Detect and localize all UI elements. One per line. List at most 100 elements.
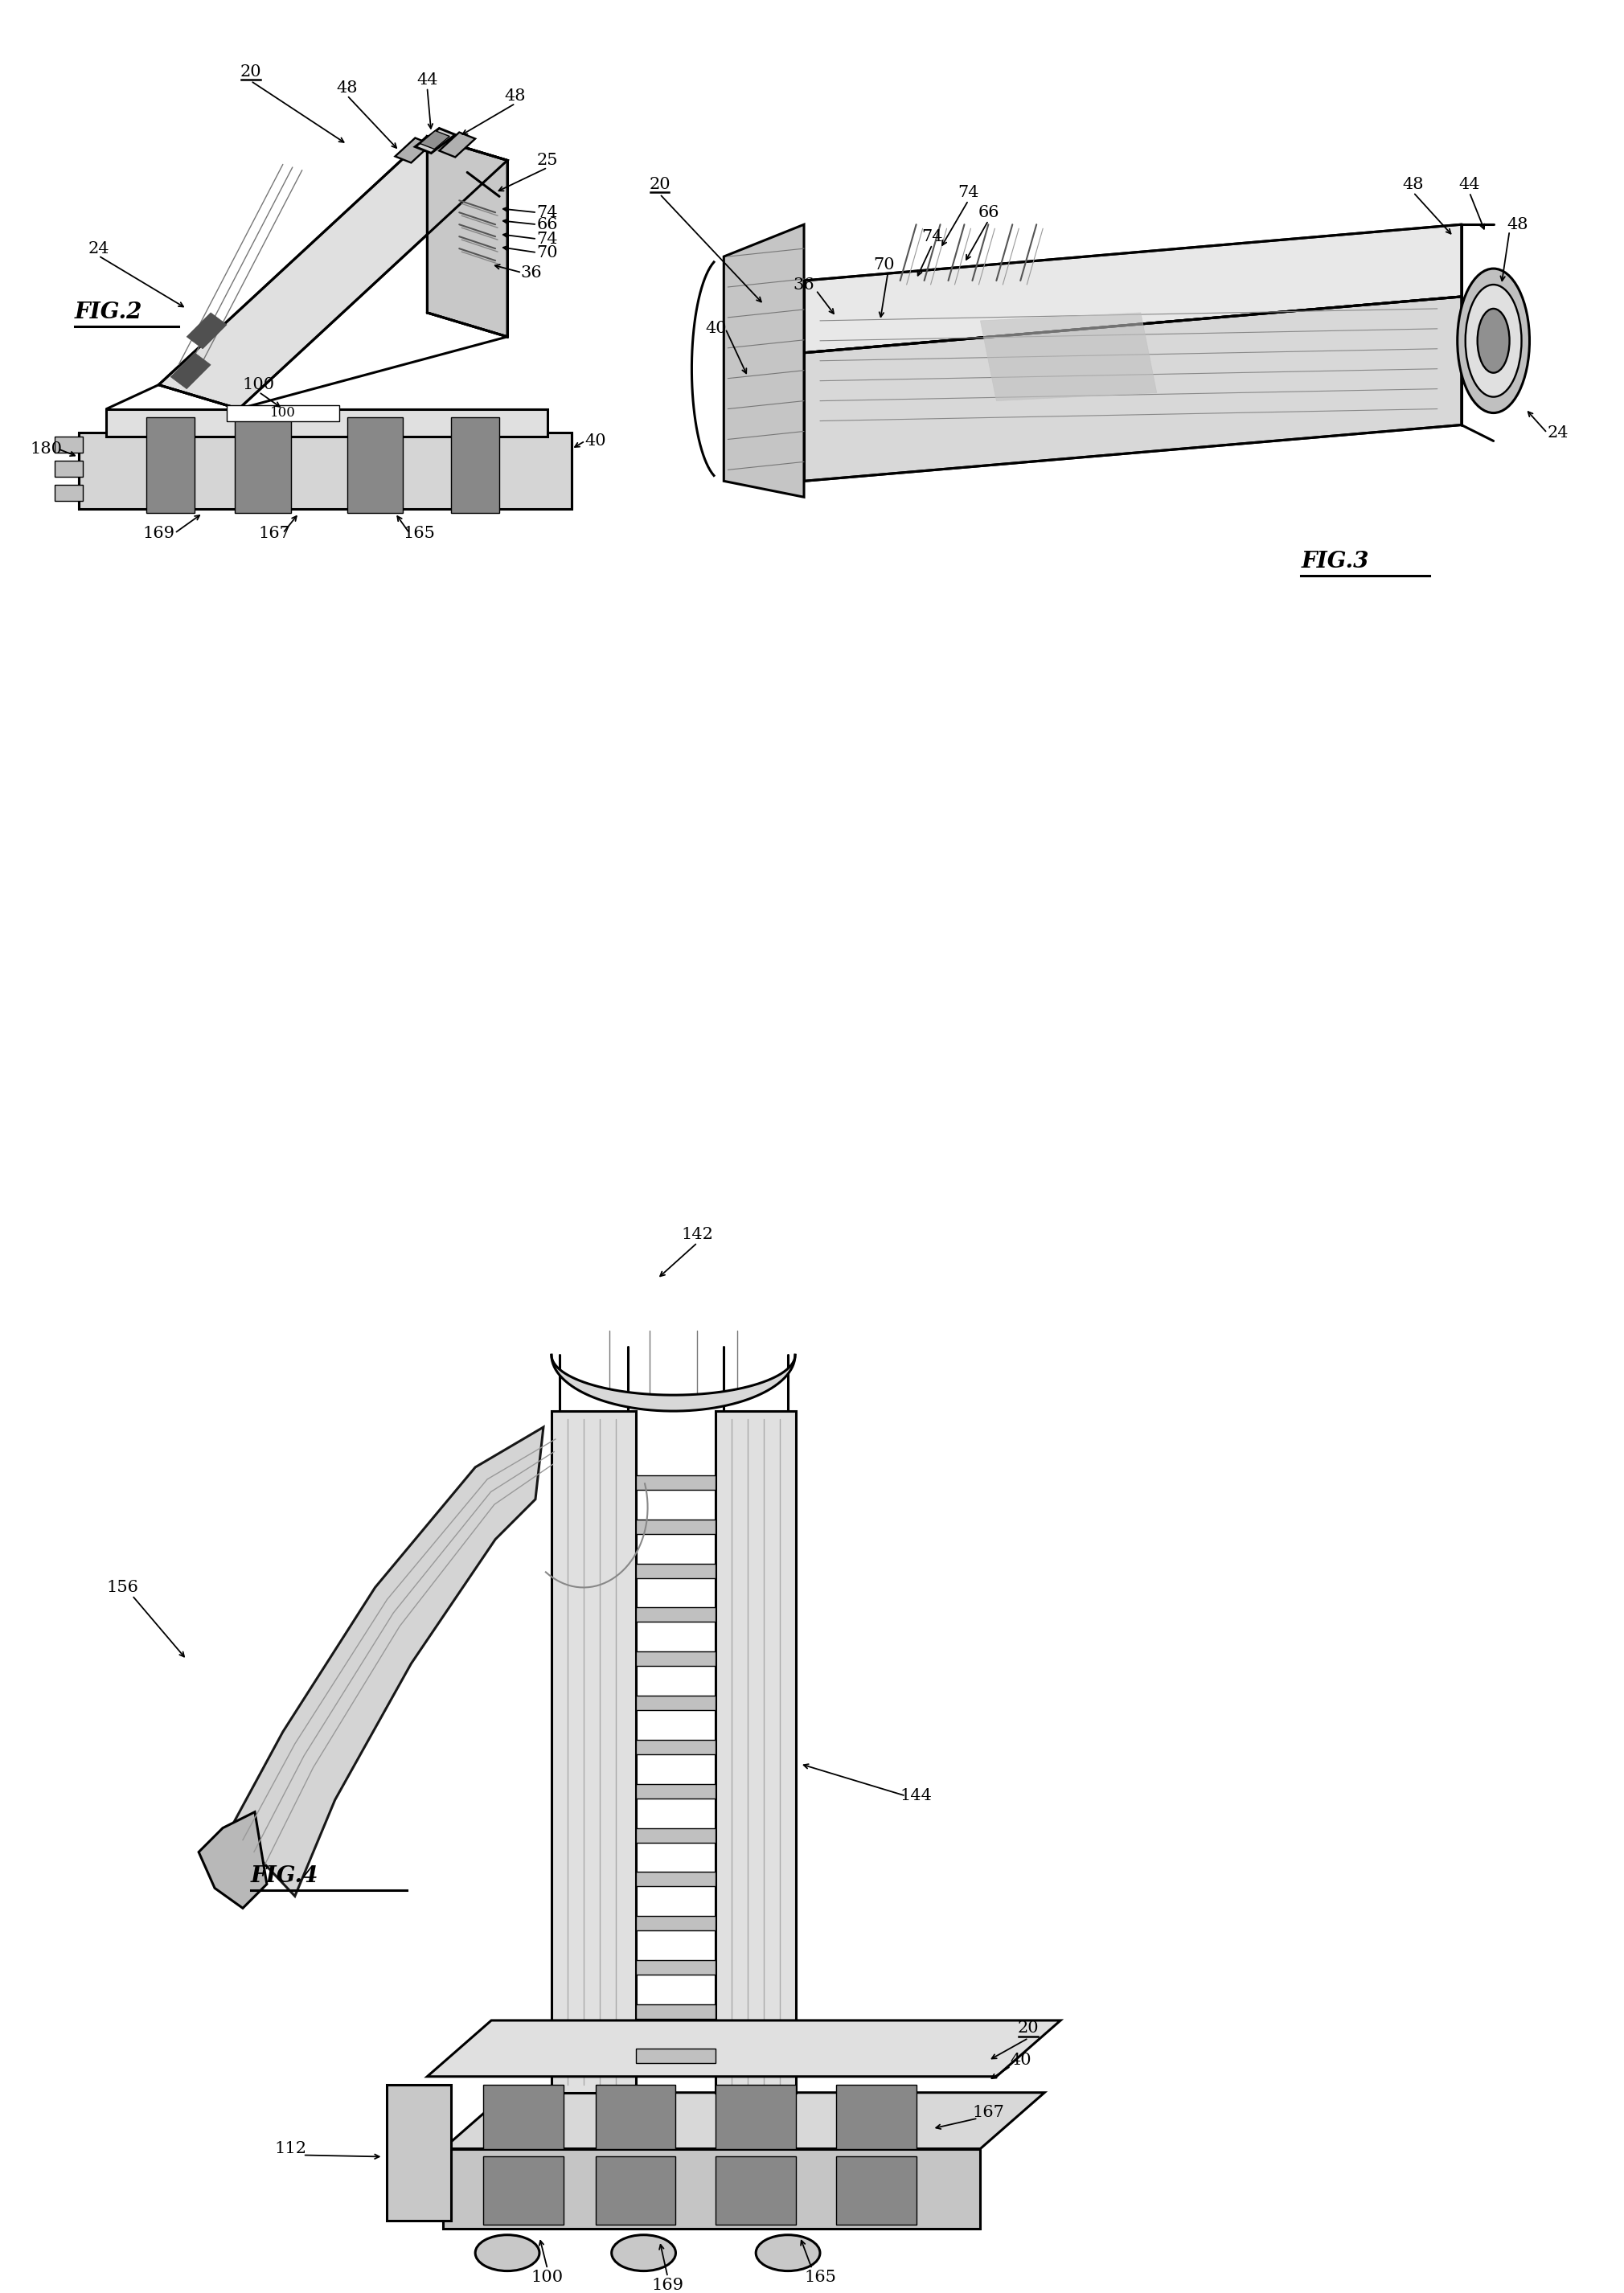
Polygon shape	[804, 296, 1462, 482]
Polygon shape	[724, 225, 804, 498]
Polygon shape	[187, 312, 227, 349]
Polygon shape	[552, 1410, 635, 2094]
Polygon shape	[198, 1811, 266, 1908]
Polygon shape	[54, 461, 83, 477]
Text: 24: 24	[88, 241, 109, 257]
Text: 20: 20	[240, 64, 261, 80]
Polygon shape	[484, 2084, 564, 2149]
Polygon shape	[596, 2084, 676, 2149]
Polygon shape	[716, 1410, 796, 2094]
Text: 70: 70	[874, 257, 895, 273]
Polygon shape	[421, 131, 450, 149]
Polygon shape	[387, 2084, 451, 2222]
Polygon shape	[635, 1828, 716, 1844]
Polygon shape	[981, 312, 1156, 401]
Polygon shape	[235, 417, 291, 514]
Polygon shape	[716, 2158, 796, 2224]
Text: 74: 74	[921, 229, 944, 243]
Text: 100: 100	[242, 378, 274, 392]
Text: 142: 142	[682, 1227, 713, 1243]
Polygon shape	[635, 1961, 716, 1974]
Text: 70: 70	[536, 245, 559, 259]
Polygon shape	[443, 2149, 981, 2229]
Text: 44: 44	[416, 73, 438, 87]
Polygon shape	[552, 1355, 796, 1410]
Text: 165: 165	[403, 525, 435, 541]
Text: 167: 167	[258, 525, 291, 541]
Polygon shape	[596, 2158, 676, 2224]
Polygon shape	[107, 408, 547, 438]
Text: 156: 156	[107, 1580, 138, 1596]
Text: 36: 36	[793, 277, 815, 291]
Text: 66: 66	[538, 218, 559, 232]
Polygon shape	[171, 353, 211, 390]
Polygon shape	[348, 417, 403, 514]
Polygon shape	[227, 406, 339, 422]
Text: 74: 74	[538, 204, 559, 220]
Polygon shape	[635, 1564, 716, 1578]
Text: 44: 44	[1458, 177, 1479, 193]
Text: FIG.4: FIG.4	[250, 1864, 318, 1887]
Ellipse shape	[755, 2236, 820, 2270]
Ellipse shape	[1465, 284, 1522, 397]
Text: 20: 20	[650, 177, 671, 193]
Text: 165: 165	[804, 2270, 836, 2284]
Polygon shape	[231, 1426, 544, 1896]
Text: 74: 74	[538, 232, 559, 248]
Polygon shape	[443, 2094, 1044, 2149]
Text: 112: 112	[274, 2142, 307, 2155]
Polygon shape	[804, 225, 1462, 353]
Text: 144: 144	[900, 1789, 932, 1805]
Polygon shape	[146, 417, 195, 514]
Text: FIG.2: FIG.2	[75, 303, 143, 323]
Polygon shape	[635, 1784, 716, 1798]
Text: 20: 20	[1018, 2020, 1039, 2036]
Ellipse shape	[1489, 316, 1514, 365]
Polygon shape	[635, 2004, 716, 2018]
Polygon shape	[451, 417, 499, 514]
Polygon shape	[635, 2048, 716, 2064]
Polygon shape	[635, 1697, 716, 1711]
Polygon shape	[635, 1474, 716, 1490]
Text: FIG.3: FIG.3	[1301, 550, 1369, 571]
Text: 48: 48	[505, 89, 526, 103]
Polygon shape	[54, 486, 83, 502]
Ellipse shape	[1478, 310, 1509, 374]
Polygon shape	[484, 2158, 564, 2224]
Text: 40: 40	[1010, 2052, 1031, 2068]
Text: 66: 66	[978, 204, 999, 220]
Text: 180: 180	[31, 440, 62, 456]
Polygon shape	[635, 1651, 716, 1667]
Text: 25: 25	[538, 154, 559, 167]
Polygon shape	[78, 433, 572, 509]
Text: 40: 40	[585, 433, 606, 449]
Text: 167: 167	[973, 2105, 1004, 2121]
Text: 48: 48	[336, 80, 357, 96]
Text: 100: 100	[531, 2270, 564, 2284]
Polygon shape	[54, 438, 83, 454]
Polygon shape	[836, 2084, 916, 2149]
Text: 40: 40	[705, 321, 726, 337]
Polygon shape	[427, 2020, 1060, 2077]
Polygon shape	[716, 2084, 796, 2149]
Text: 48: 48	[1507, 218, 1528, 232]
Polygon shape	[635, 1917, 716, 1931]
Text: 36: 36	[521, 266, 542, 280]
Text: 48: 48	[1403, 177, 1424, 193]
Polygon shape	[438, 133, 476, 158]
Text: 74: 74	[958, 186, 979, 199]
Text: 169: 169	[143, 525, 175, 541]
Polygon shape	[635, 1607, 716, 1621]
Polygon shape	[836, 2158, 916, 2224]
Ellipse shape	[612, 2236, 676, 2270]
Polygon shape	[635, 1871, 716, 1887]
Ellipse shape	[476, 2236, 539, 2270]
Polygon shape	[635, 1520, 716, 1534]
Polygon shape	[416, 128, 455, 154]
Text: 100: 100	[270, 406, 296, 420]
Polygon shape	[395, 138, 432, 163]
Ellipse shape	[1457, 268, 1530, 413]
Polygon shape	[427, 135, 507, 337]
Text: 24: 24	[1548, 424, 1569, 440]
Text: 169: 169	[651, 2277, 684, 2293]
